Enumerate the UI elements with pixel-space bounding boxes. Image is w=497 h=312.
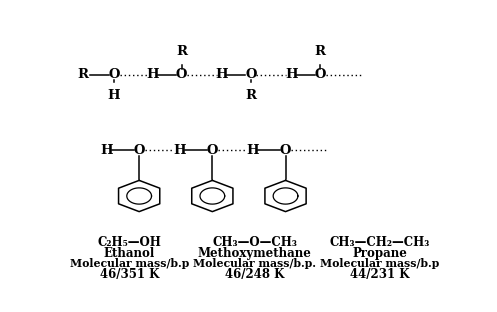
Text: C₂H₅—OH: C₂H₅—OH: [97, 236, 162, 249]
Text: O: O: [133, 144, 145, 157]
Text: Ethanol: Ethanol: [104, 247, 155, 260]
Text: O: O: [108, 68, 120, 81]
Text: H: H: [173, 144, 186, 157]
Text: Molecular mass/b.p.: Molecular mass/b.p.: [193, 258, 316, 269]
Text: O: O: [315, 68, 326, 81]
Text: R: R: [78, 68, 89, 81]
Text: 44/231 K: 44/231 K: [350, 268, 410, 280]
Text: Methoxymethane: Methoxymethane: [198, 247, 312, 260]
Text: H: H: [285, 68, 298, 81]
Text: R: R: [315, 45, 326, 58]
Text: H: H: [247, 144, 259, 157]
Text: O: O: [245, 68, 256, 81]
Text: H: H: [100, 144, 113, 157]
Text: CH₃—CH₂—CH₃: CH₃—CH₂—CH₃: [330, 236, 430, 249]
Text: O: O: [280, 144, 291, 157]
Text: 46/248 K: 46/248 K: [225, 268, 284, 280]
Text: H: H: [108, 89, 120, 102]
Text: O: O: [176, 68, 187, 81]
Text: H: H: [216, 68, 228, 81]
Text: 46/351 K: 46/351 K: [100, 268, 159, 280]
Text: Molecular mass/b.p: Molecular mass/b.p: [320, 258, 439, 269]
Text: O: O: [207, 144, 218, 157]
Text: Molecular mass/b.p: Molecular mass/b.p: [70, 258, 189, 269]
Text: R: R: [176, 45, 187, 58]
Text: H: H: [146, 68, 159, 81]
Text: CH₃—O—CH₃: CH₃—O—CH₃: [212, 236, 297, 249]
Text: R: R: [246, 89, 256, 102]
Text: Propane: Propane: [352, 247, 408, 260]
